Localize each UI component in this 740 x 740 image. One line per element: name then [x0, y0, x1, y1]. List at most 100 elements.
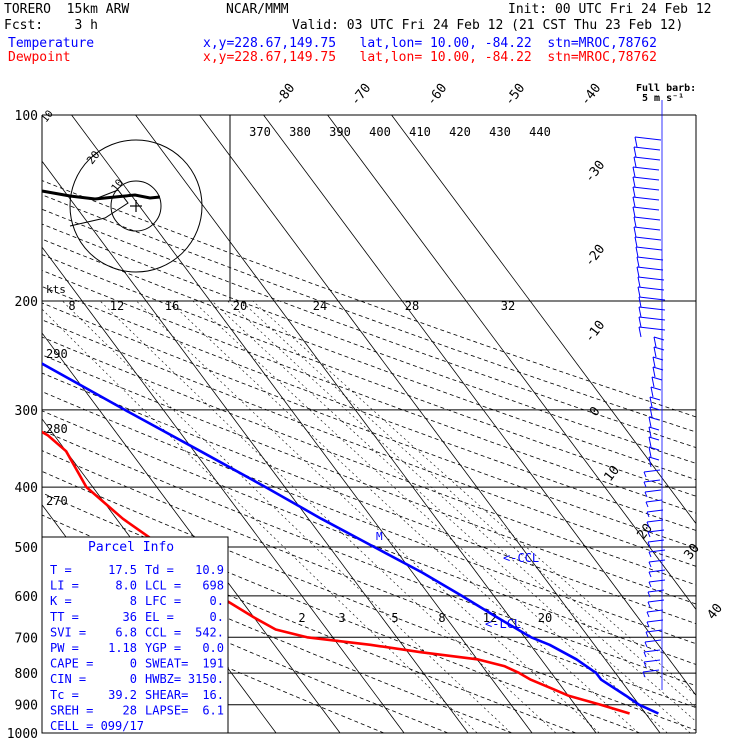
theta-label: 410	[409, 125, 431, 139]
wind-barb	[636, 256, 664, 261]
theta-label: 380	[289, 125, 311, 139]
pressure-label: 700	[15, 631, 38, 646]
wind-barb-flag	[643, 651, 647, 658]
hodograph-inner-label: 10	[110, 178, 126, 194]
wind-barb	[634, 236, 662, 241]
wind-barb-flag	[638, 306, 642, 318]
model-label: TORERO 15km ARW	[4, 2, 130, 17]
parcel-key: HWBZ=	[145, 672, 181, 686]
dry-adiabat	[42, 354, 696, 605]
wind-barb	[643, 469, 661, 473]
dry-adiabat	[42, 194, 696, 433]
pressure-label: 1000	[7, 727, 38, 740]
mixing-ratio-line	[252, 300, 696, 696]
wind-barb-flag	[648, 571, 652, 578]
wind-barb	[633, 156, 661, 161]
wind-barb	[645, 629, 663, 633]
parcel-key: CAPE =	[50, 657, 93, 671]
isotherm-label: -50	[502, 81, 528, 109]
wind-barb	[643, 649, 661, 653]
wind-barb	[638, 306, 666, 311]
pressure-label: 600	[15, 590, 38, 605]
parcel-key: Tc =	[50, 688, 79, 702]
parcel-value: 6.8	[115, 625, 137, 639]
pressure-label: 400	[15, 481, 38, 496]
isotherm-label: -30	[582, 158, 608, 186]
wind-barb-flag	[644, 491, 648, 498]
wind-barb	[632, 206, 660, 211]
parcel-key: LAPSE=	[145, 703, 188, 717]
parcel-value: 0	[130, 672, 137, 686]
dewpoint-location: x,y=228.67,149.75 lat,lon= 10.00, -84.22…	[203, 50, 657, 65]
mixing-ratio-label: 32	[501, 299, 515, 313]
wind-barb	[634, 136, 662, 141]
mixing-ratio-label: 2	[298, 611, 305, 625]
wind-barb-flag	[646, 611, 650, 618]
wind-barb	[652, 356, 664, 361]
wind-barb-flag	[633, 146, 637, 158]
wind-barb-flag	[634, 236, 638, 248]
hodograph-units-label: kts	[46, 283, 66, 296]
hodograph-storm-motion	[69, 189, 129, 227]
org-label: NCAR/MMM	[226, 2, 289, 17]
wind-barb	[646, 619, 664, 623]
wind-barb-flag	[652, 366, 656, 378]
wind-barb-flag	[643, 471, 647, 478]
wind-barb-flag	[637, 286, 641, 298]
parcel-value: 10.9	[195, 563, 224, 577]
parcel-key: CIN =	[50, 672, 86, 686]
wind-barb-flag	[648, 551, 652, 558]
parcel-key: EL =	[145, 610, 174, 624]
pressure-label: 200	[15, 295, 38, 310]
parcel-value: 17.5	[108, 563, 137, 577]
wind-barb	[646, 519, 664, 523]
theta-label: 430	[489, 125, 511, 139]
wind-barb	[633, 216, 661, 221]
wind-barb-flag	[643, 481, 647, 488]
parcel-key: SREH =	[50, 703, 93, 717]
wind-barb-flag	[633, 216, 637, 228]
dry-adiabat	[42, 429, 696, 687]
wind-barb	[648, 549, 666, 553]
parcel-key: LFC =	[145, 594, 181, 608]
parcel-key: T =	[50, 563, 72, 577]
mixing-ratio-label: 24	[313, 299, 327, 313]
adiabat-label: 270	[46, 494, 68, 508]
wind-barb-flag	[648, 581, 652, 588]
wind-barb-flag	[648, 456, 652, 468]
wind-barb-flag	[653, 336, 657, 348]
wind-barb-flag	[647, 591, 651, 598]
mixing-ratio-line	[62, 300, 512, 733]
mixing-ratio-line	[168, 300, 639, 733]
mixing-ratio-line	[42, 308, 478, 733]
parcel-value: 1.18	[108, 641, 137, 655]
dry-adiabat	[42, 208, 696, 449]
parcel-key: LI =	[50, 579, 79, 593]
wind-barb	[644, 639, 662, 643]
wind-barb-flag	[637, 276, 641, 288]
wind-barb	[638, 316, 666, 321]
isotherm-label: -20	[582, 242, 608, 270]
wind-barb	[636, 266, 664, 271]
wind-barb	[649, 406, 661, 411]
temperature-profile	[42, 362, 659, 715]
dry-adiabat	[42, 286, 696, 531]
wind-barb	[642, 669, 660, 673]
dry-adiabat	[42, 492, 641, 733]
wind-barb	[643, 479, 661, 483]
dry-adiabat	[42, 470, 696, 731]
parcel-key: K =	[50, 594, 72, 608]
hodograph-ring-outer	[69, 139, 203, 273]
wind-barb	[648, 456, 660, 461]
wind-barb-flag	[638, 326, 642, 338]
wind-barb	[648, 416, 660, 421]
parcel-key: CCL =	[145, 625, 181, 639]
dry-adiabat	[42, 410, 696, 665]
parcel-info-box: Parcel Info T = 17.5 Td = 10.9 LI = 8.0 LCL = 69…	[41, 536, 229, 734]
adiabat-label: 280	[46, 422, 68, 436]
isotherm	[42, 246, 405, 733]
isotherm	[42, 332, 341, 733]
parcel-value: 0	[130, 657, 137, 671]
wind-barb	[647, 589, 665, 593]
mixing-ratio-label: 8	[68, 299, 75, 313]
